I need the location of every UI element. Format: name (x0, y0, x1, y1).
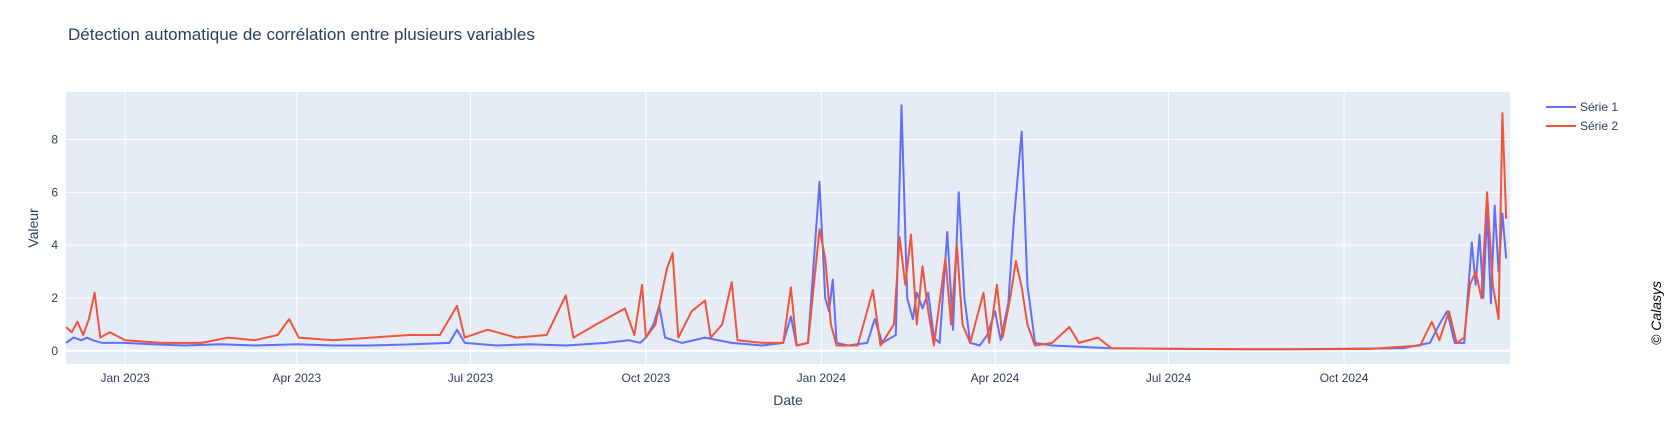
y-gridlines (66, 139, 1510, 352)
y-tick-label: 2 (51, 291, 58, 305)
y-tick-label: 0 (51, 344, 58, 358)
x-tick-label: Jan 2024 (797, 371, 847, 385)
legend-label: Série 2 (1580, 119, 1618, 133)
plot-background (66, 92, 1510, 364)
x-tick-label: Apr 2023 (272, 371, 321, 385)
y-tick-label: 6 (51, 185, 58, 199)
x-tick-label: Oct 2023 (622, 371, 671, 385)
chart-title: Détection automatique de corrélation ent… (68, 25, 535, 44)
series-line-2 (65, 112, 1508, 351)
x-axis-title: Date (773, 392, 803, 408)
x-tick-label: Jul 2024 (1146, 371, 1192, 385)
x-tick-label: Apr 2024 (971, 371, 1020, 385)
y-tick-labels: 0 2 4 6 8 (51, 133, 58, 358)
y-tick-label: 4 (51, 238, 58, 252)
series-layer (65, 104, 1508, 351)
legend-item-2[interactable]: Série 2 (1546, 119, 1618, 133)
legend-item-1[interactable]: Série 1 (1546, 100, 1618, 114)
y-tick-label: 8 (51, 133, 58, 147)
legend[interactable]: Série 1 Série 2 (1546, 100, 1618, 133)
x-tick-label: Jul 2023 (448, 371, 494, 385)
y-axis-title: Valeur (25, 208, 41, 248)
x-tick-labels: Jan 2023 Apr 2023 Jul 2023 Oct 2023 Jan 2024… (100, 371, 1368, 385)
x-tick-label: Oct 2024 (1320, 371, 1369, 385)
x-gridlines (124, 92, 1345, 364)
x-tick-label: Jan 2023 (100, 371, 150, 385)
legend-label: Série 1 (1580, 100, 1618, 114)
series-line-1 (65, 104, 1508, 351)
